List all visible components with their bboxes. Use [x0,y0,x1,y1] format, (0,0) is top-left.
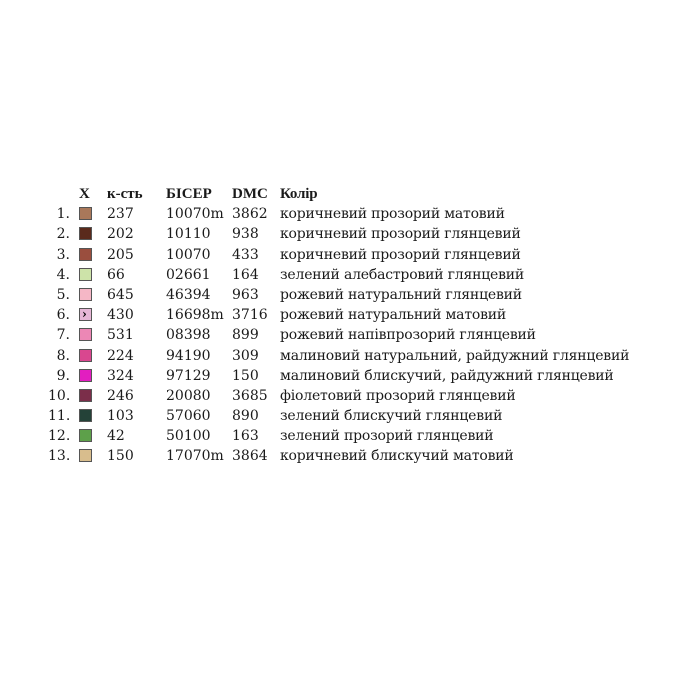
row-number: 12. [48,428,71,445]
quantity: 645 [107,286,134,303]
color-description: коричневий прозорий матовий [280,206,505,223]
bead-code: 10070m [166,206,224,223]
dmc-code: 890 [232,408,259,425]
bead-code: 16698m [166,307,224,324]
dmc-code: 3862 [232,206,268,223]
quantity: 237 [107,206,134,223]
dmc-code: 163 [232,428,259,445]
color-swatch: › [79,307,92,322]
dmc-code: 3685 [232,387,268,404]
quantity: 324 [107,367,134,384]
row-number: 10. [48,387,71,404]
color-swatch [79,409,92,423]
color-swatch [79,207,92,221]
color-swatch [79,429,92,443]
color-description: коричневий прозорий глянцевий [280,226,521,243]
dmc-code: 433 [232,246,259,263]
quantity: 66 [107,266,125,283]
header-bead-code: БІСЕР [166,186,212,202]
row-number: 13. [48,448,71,465]
color-swatch [79,348,92,362]
dmc-code: 3864 [232,448,268,465]
dmc-code: 963 [232,286,259,303]
color-swatch [79,328,92,342]
bead-code: 10110 [166,226,211,243]
row-number: 11. [48,408,71,425]
color-swatch [79,388,92,402]
header-quantity: к-сть [107,186,143,202]
dmc-code: 938 [232,226,259,243]
row-number: 5. [56,286,70,303]
bead-code: 02661 [166,266,211,283]
quantity: 103 [107,408,134,425]
row-number: 6. [56,307,70,324]
color-description: коричневий блискучий матовий [280,448,514,465]
color-swatch [79,227,92,241]
dmc-code: 164 [232,266,259,283]
bead-code: 97129 [166,367,211,384]
symbol-marker-icon: › [82,307,87,322]
quantity: 42 [107,428,125,445]
row-number: 2. [56,226,70,243]
row-number: 7. [56,327,70,344]
dmc-code: 150 [232,367,259,384]
row-number: 4. [56,266,70,283]
color-description: малиновий блискучий, райдужний глянцевий [280,367,614,384]
quantity: 246 [107,387,134,404]
dmc-code: 899 [232,327,259,344]
color-swatch [79,247,92,261]
quantity: 150 [107,448,134,465]
color-swatch [79,267,92,281]
color-description: рожевий натуральний глянцевий [280,286,522,303]
header-color: Колір [280,186,318,202]
row-number: 8. [56,347,70,364]
header-symbol: X [79,186,90,202]
color-swatch [79,449,92,463]
bead-code: 46394 [166,286,211,303]
bead-code: 50100 [166,428,211,445]
bead-code: 08398 [166,327,211,344]
color-description: зелений блискучий глянцевий [280,408,503,425]
quantity: 205 [107,246,134,263]
row-number: 1. [56,206,70,223]
color-description: фіолетовий прозорий глянцевий [280,387,516,404]
quantity: 202 [107,226,134,243]
color-description: рожевий натуральний матовий [280,307,507,324]
color-description: рожевий напівпрозорий глянцевий [280,327,536,344]
color-description: зелений алебастровий глянцевий [280,266,525,283]
bead-code: 17070m [166,448,224,465]
row-number: 3. [56,246,70,263]
bead-code: 20080 [166,387,211,404]
bead-code: 10070 [166,246,211,263]
color-swatch [79,287,92,301]
header-dmc: DMC [232,186,268,202]
quantity: 531 [107,327,134,344]
quantity: 430 [107,307,134,324]
bead-code: 94190 [166,347,211,364]
color-description: малиновий натуральний, райдужний глянцев… [280,347,630,364]
color-swatch [79,368,92,382]
bead-code: 57060 [166,408,211,425]
row-number: 9. [56,367,70,384]
color-description: зелений прозорий глянцевий [280,428,494,445]
dmc-code: 309 [232,347,259,364]
dmc-code: 3716 [232,307,268,324]
color-description: коричневий прозорий глянцевий [280,246,521,263]
quantity: 224 [107,347,134,364]
